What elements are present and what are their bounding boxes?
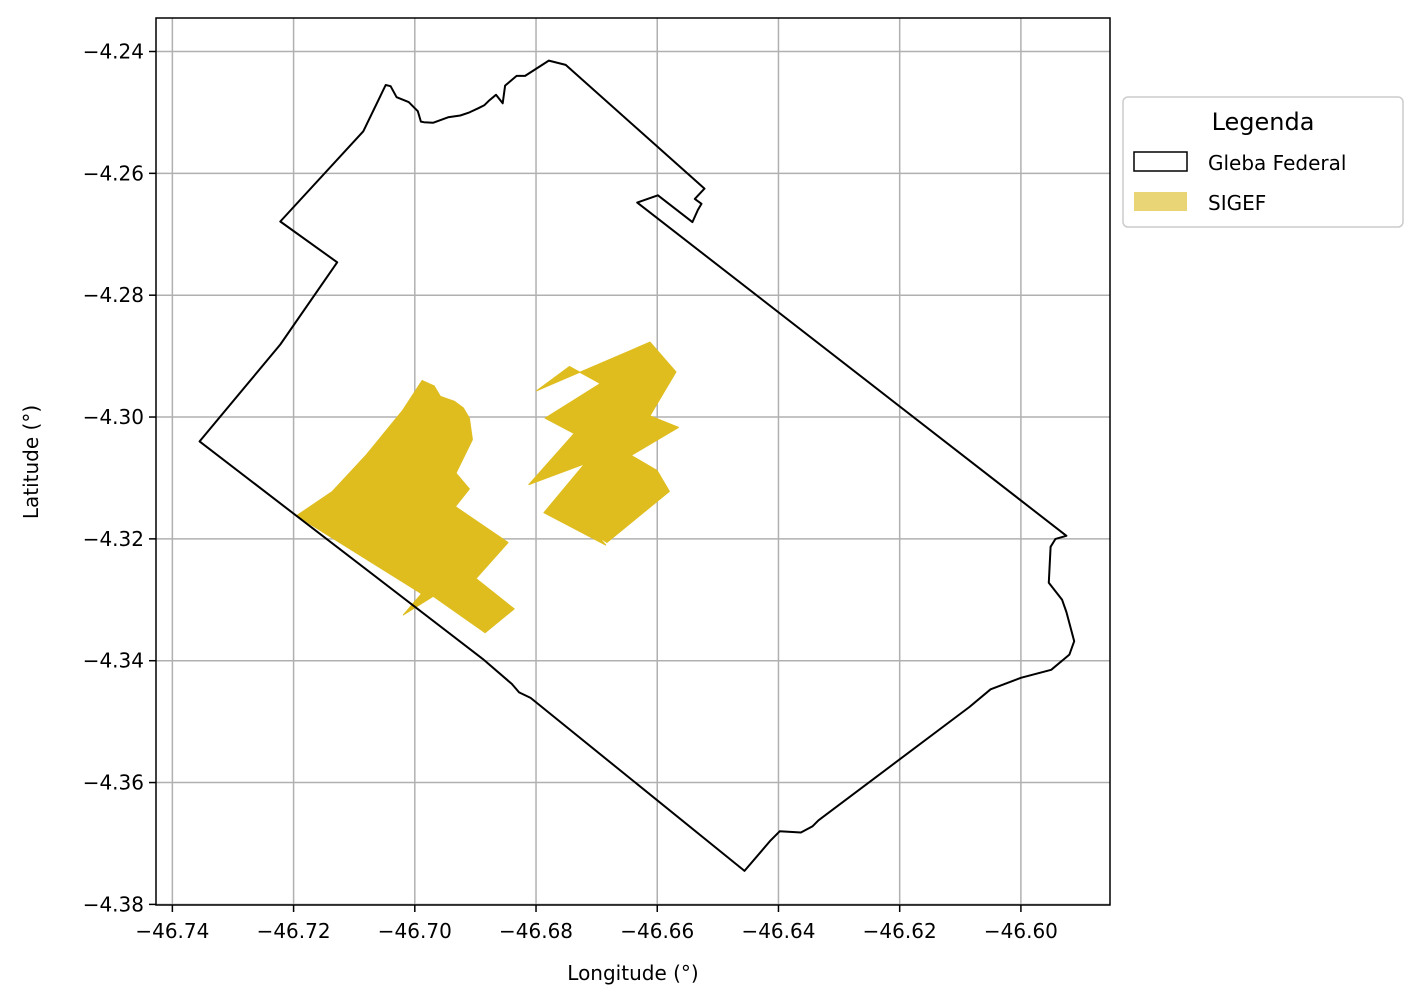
legend-title: Legenda — [1212, 108, 1315, 136]
y-tick-label: −4.38 — [83, 892, 144, 916]
x-tick-label: −46.70 — [378, 919, 452, 943]
x-tick-label: −46.72 — [257, 919, 331, 943]
sigef-parcel — [296, 380, 515, 634]
legend-swatch-gleba-federal — [1133, 151, 1188, 172]
y-tick-label: −4.34 — [83, 649, 144, 673]
y-axis-label: Latitude (°) — [19, 405, 43, 519]
legend-label-gleba-federal: Gleba Federal — [1208, 151, 1346, 175]
x-tick-label: −46.62 — [863, 919, 937, 943]
x-tick-label: −46.64 — [741, 919, 815, 943]
legend-label-sigef: SIGEF — [1208, 191, 1266, 215]
y-tick-label: −4.32 — [83, 527, 144, 551]
x-tick-label: −46.68 — [499, 919, 573, 943]
legend-box — [1122, 96, 1404, 228]
sigef-parcel — [528, 341, 679, 546]
x-axis-label: Longitude (°) — [567, 961, 698, 985]
gleba-federal-boundary — [198, 59, 1076, 872]
x-tick-label: −46.74 — [135, 919, 209, 943]
y-tick-label: −4.30 — [83, 405, 144, 429]
x-tick-label: −46.60 — [984, 919, 1058, 943]
legend: Legenda Gleba Federal SIGEF — [1122, 96, 1404, 228]
plot-frame — [155, 17, 1111, 906]
legend-swatch-sigef — [1134, 192, 1187, 211]
x-tick-label: −46.66 — [620, 919, 694, 943]
axis-ticks: −46.74 −46.72 −46.70 −46.68 −46.66 −46.64 −46.… — [83, 40, 1058, 943]
y-tick-label: −4.26 — [83, 161, 144, 185]
map-layers — [198, 59, 1076, 872]
y-tick-label: −4.36 — [83, 771, 144, 795]
y-tick-label: −4.24 — [83, 40, 144, 64]
y-tick-label: −4.28 — [83, 283, 144, 307]
